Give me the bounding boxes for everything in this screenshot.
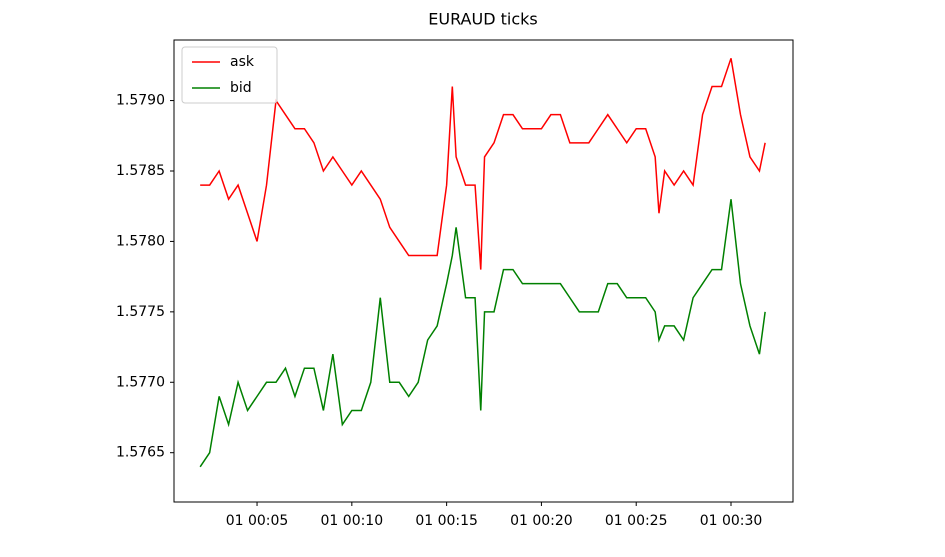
line bbox=[199, 199, 766, 468]
y-tick-label: 1.5780 bbox=[116, 233, 165, 249]
y-tick-label: 1.5765 bbox=[116, 445, 165, 461]
legend-label: ask bbox=[230, 54, 255, 70]
y-tick-label: 1.5770 bbox=[116, 374, 165, 390]
x-tick-label: 01 00:25 bbox=[605, 513, 668, 529]
x-tick-label: 01 00:30 bbox=[700, 513, 763, 529]
line bbox=[200, 58, 766, 270]
y-tick-label: 1.5785 bbox=[116, 163, 165, 179]
legend-label: bid bbox=[230, 80, 252, 96]
x-tick-label: 01 00:20 bbox=[510, 513, 573, 529]
y-tick-label: 1.5775 bbox=[116, 304, 165, 320]
x-tick-label: 01 00:15 bbox=[415, 513, 478, 529]
legend-box bbox=[181, 46, 278, 104]
x-tick-label: 01 00:05 bbox=[226, 513, 289, 529]
axes-frame bbox=[173, 39, 794, 503]
chart-title: EURAUD ticks bbox=[428, 10, 537, 29]
x-tick-label: 01 00:10 bbox=[321, 513, 384, 529]
y-tick-label: 1.5790 bbox=[116, 93, 165, 109]
